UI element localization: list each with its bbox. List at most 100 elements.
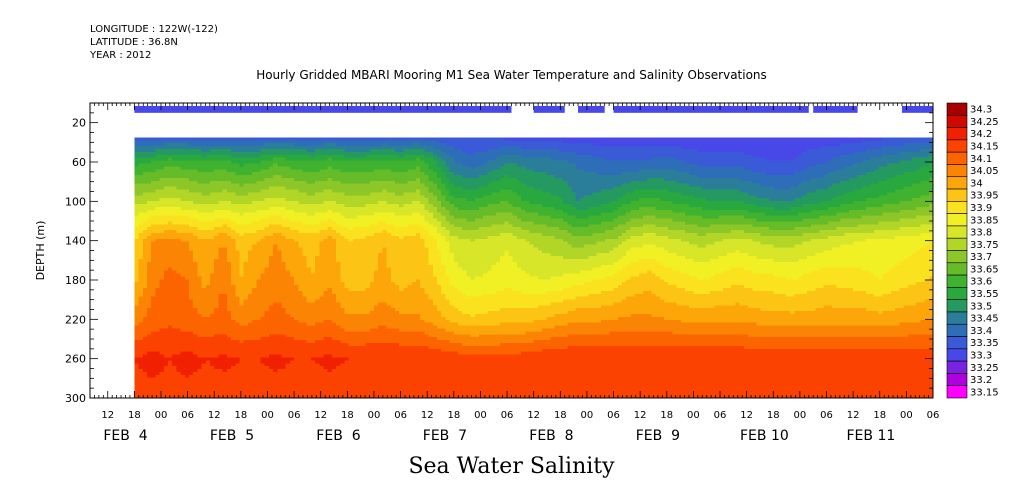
field-cell <box>487 143 493 147</box>
field-cell <box>193 166 199 170</box>
field-cell <box>344 172 350 176</box>
field-cell <box>420 143 425 147</box>
field-cell <box>205 143 211 147</box>
field-cell <box>252 169 257 173</box>
field-cell <box>802 154 808 159</box>
field-cell <box>638 163 644 167</box>
field-cell <box>634 166 640 170</box>
field-cell <box>142 175 148 179</box>
field-cell <box>365 149 371 153</box>
field-cell <box>571 166 577 170</box>
field-cell <box>315 151 320 156</box>
field-cell <box>714 166 720 170</box>
field-cell <box>701 143 707 147</box>
field-cell <box>546 157 552 162</box>
field-cell <box>441 172 447 176</box>
field-cell <box>647 160 652 165</box>
field-cell <box>554 172 560 176</box>
field-cell <box>689 172 695 176</box>
field-cell <box>218 175 224 179</box>
field-cell <box>256 169 262 173</box>
field-cell <box>420 154 425 159</box>
field-cell <box>634 151 640 156</box>
field-cell <box>512 137 518 141</box>
field-cell <box>638 151 644 156</box>
field-cell <box>853 175 858 179</box>
field-cell <box>294 154 299 159</box>
field-cell <box>630 140 636 144</box>
field-cell <box>811 151 816 156</box>
field-cell <box>752 137 758 141</box>
field-cell <box>252 140 257 144</box>
field-cell <box>920 151 926 156</box>
field-cell <box>222 157 228 162</box>
field-cell <box>294 137 299 141</box>
field-cell <box>659 172 665 176</box>
field-cell <box>596 140 602 144</box>
field-cell <box>218 160 224 165</box>
field-cell <box>273 137 278 141</box>
field-cell <box>857 166 863 170</box>
field-cell <box>247 166 253 170</box>
field-cell <box>256 160 262 165</box>
field-cell <box>672 169 678 173</box>
field-cell <box>403 149 409 153</box>
field-cell <box>226 172 232 176</box>
field-cell <box>529 175 535 179</box>
field-cell <box>273 151 278 156</box>
field-cell <box>710 137 716 141</box>
field-cell <box>163 166 169 170</box>
field-cell <box>134 160 140 165</box>
field-cell <box>432 175 438 179</box>
field-cell <box>315 163 320 167</box>
field-cell <box>533 143 539 147</box>
field-cell <box>550 166 556 170</box>
field-cell <box>281 143 287 147</box>
field-cell <box>823 143 829 147</box>
field-cell <box>315 140 320 144</box>
field-cell <box>659 154 665 159</box>
field-cell <box>785 166 791 170</box>
field-cell <box>323 169 329 173</box>
field-cell <box>504 172 510 176</box>
field-cell <box>928 151 934 156</box>
field-cell <box>373 157 379 162</box>
field-cell <box>827 137 833 141</box>
field-cell <box>462 154 468 159</box>
field-cell <box>491 169 497 173</box>
field-cell <box>638 175 644 179</box>
field-cell <box>243 163 249 167</box>
field-cell <box>151 160 156 165</box>
field-cell <box>394 143 400 147</box>
field-cell <box>592 172 598 176</box>
field-cell <box>268 140 274 144</box>
field-cell <box>853 166 858 170</box>
field-cell <box>399 151 404 156</box>
field-cell <box>558 163 564 167</box>
field-cell <box>735 169 741 173</box>
field-cell <box>680 154 686 159</box>
field-cell <box>571 157 577 162</box>
field-cell <box>445 166 451 170</box>
field-cell <box>470 137 476 141</box>
field-cell <box>189 169 194 173</box>
field-cell <box>878 151 884 156</box>
field-cell <box>596 151 602 156</box>
field-cell <box>146 154 152 159</box>
field-cell <box>857 157 863 162</box>
field-cell <box>327 172 333 176</box>
field-cell <box>785 157 791 162</box>
field-cell <box>479 154 484 159</box>
field-cell <box>790 172 795 176</box>
field-cell <box>222 166 228 170</box>
field-cell <box>260 146 266 150</box>
field-cell <box>474 151 480 156</box>
field-cell <box>491 143 497 147</box>
field-cell <box>735 137 741 141</box>
field-cell <box>916 137 921 141</box>
field-cell <box>285 151 291 156</box>
field-cell <box>600 175 606 179</box>
field-cell <box>394 151 400 156</box>
field-cell <box>857 175 863 179</box>
field-cell <box>592 151 598 156</box>
